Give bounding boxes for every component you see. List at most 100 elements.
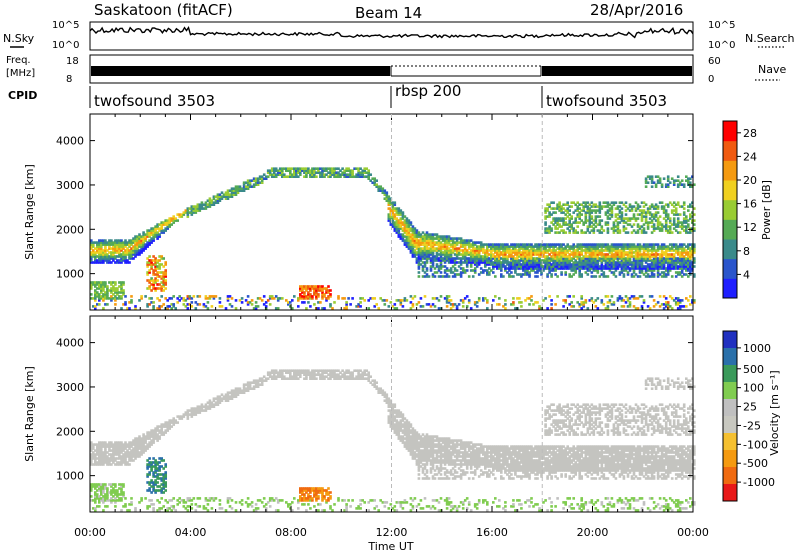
velocity-cell (138, 443, 141, 446)
velocity-cell (154, 429, 157, 432)
power-cell (166, 225, 170, 228)
power-cell (562, 231, 565, 234)
power-cell (640, 231, 644, 234)
power-cell (433, 267, 437, 270)
power-cell (333, 175, 336, 178)
power-cell (188, 207, 192, 210)
power-cell (606, 253, 610, 256)
power-cell (94, 289, 97, 292)
power-cell (437, 265, 441, 268)
power-cell (666, 303, 670, 306)
power-cell (465, 263, 469, 266)
power-cell (411, 243, 415, 246)
power-cell (678, 245, 682, 248)
power-cell (154, 279, 157, 282)
power-cell (484, 261, 487, 264)
power-cell (558, 261, 561, 264)
power-cell (685, 259, 688, 262)
power-cell (632, 215, 636, 218)
power-cell (114, 249, 117, 252)
power-cell (283, 167, 286, 170)
power-cell (650, 243, 654, 246)
power-cell (439, 259, 443, 262)
power-cell (381, 299, 385, 302)
velocity-cell (136, 447, 139, 450)
power-cell (594, 221, 598, 224)
power-cell (640, 247, 644, 250)
power-cell (646, 207, 650, 210)
power-cell (582, 231, 586, 234)
power-cell (574, 203, 578, 206)
power-cell (437, 243, 441, 246)
power-cell (564, 213, 568, 216)
power-cell (644, 211, 648, 214)
velocity-cell (102, 497, 105, 500)
power-cell (616, 223, 620, 226)
power-cell (660, 255, 664, 258)
power-cell (574, 217, 578, 220)
power-cell (403, 241, 407, 244)
power-cell (622, 267, 626, 270)
power-cell (560, 267, 563, 270)
power-cell (104, 251, 107, 254)
power-cell (668, 263, 672, 266)
power-cell (315, 297, 318, 300)
velocity-cell (96, 461, 99, 464)
power-cell (616, 261, 620, 264)
power-cell (685, 179, 688, 182)
power-cell (299, 289, 302, 292)
power-cell (580, 301, 584, 304)
power-cell (590, 215, 594, 218)
power-cell (584, 203, 588, 206)
power-cell (674, 271, 678, 274)
power-cell (262, 177, 266, 180)
power-cell (516, 259, 519, 262)
power-cell (586, 261, 590, 264)
power-cell (427, 303, 431, 306)
power-cell (574, 231, 578, 234)
velocity-cell (154, 427, 157, 430)
power-cell (560, 243, 563, 246)
power-cell (230, 191, 234, 194)
power-cell (212, 297, 216, 300)
power-cell (160, 271, 164, 274)
power-cell (554, 249, 557, 252)
power-cell (339, 173, 342, 176)
power-cell (409, 249, 413, 252)
power-cell (329, 167, 332, 170)
power-cell (276, 307, 280, 310)
power-cell (345, 169, 348, 172)
power-cell (638, 295, 642, 298)
velocity-cell (170, 419, 174, 422)
power-cell (610, 257, 614, 260)
power-cell (564, 253, 568, 256)
power-cell (558, 257, 561, 260)
power-cell (606, 217, 610, 220)
velocity-cell (102, 443, 105, 446)
power-cell (160, 287, 164, 290)
power-cell (463, 297, 467, 300)
power-cell (664, 275, 668, 278)
power-cell (490, 259, 493, 262)
power-cell (148, 279, 151, 282)
power-cell (100, 239, 103, 242)
power-cell (353, 167, 356, 170)
power-cell (415, 241, 419, 244)
power-cell (650, 271, 654, 274)
power-cell (660, 205, 664, 208)
velocity-cell (176, 503, 180, 506)
velocity-cell (100, 453, 103, 456)
power-cell (102, 243, 105, 246)
power-cell (580, 295, 584, 298)
power-cell (178, 215, 182, 218)
power-cell (636, 307, 640, 310)
power-cell (323, 167, 326, 170)
power-cell (325, 167, 328, 170)
power-cell (443, 251, 447, 254)
power-cell (662, 261, 666, 264)
power-cell (574, 209, 578, 212)
power-cell (646, 251, 650, 254)
power-cell (662, 217, 666, 220)
power-cell (664, 269, 668, 272)
power-cell (562, 207, 565, 210)
